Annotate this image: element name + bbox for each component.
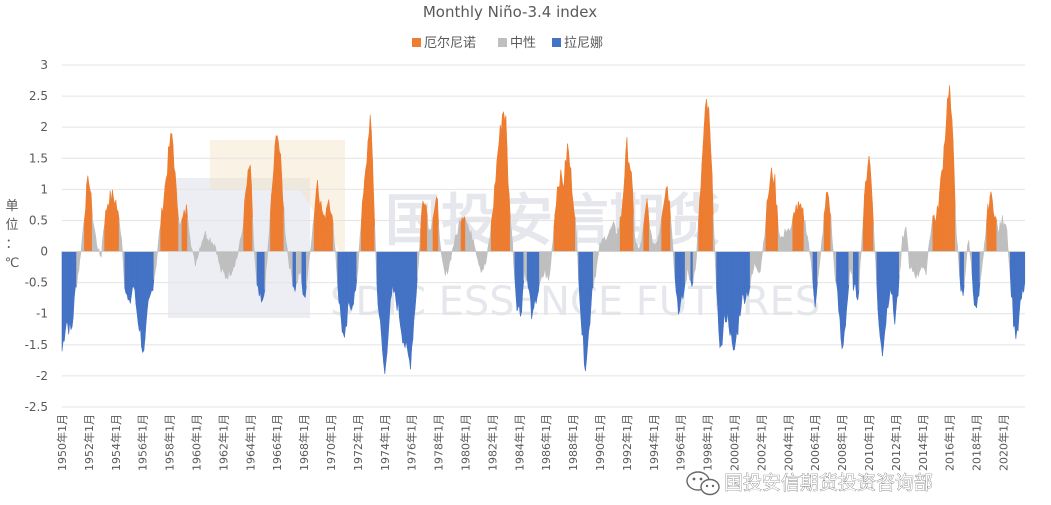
x-tick-19: 1988年1月 xyxy=(566,414,580,471)
x-tick-28: 2006年1月 xyxy=(808,414,822,471)
area-segment xyxy=(1023,251,1026,293)
x-tick-0: 1950年1月 xyxy=(55,414,69,471)
area-segment xyxy=(859,251,862,265)
x-tick-11: 1972年1月 xyxy=(351,414,365,471)
x-tick-10: 1970年1月 xyxy=(324,414,338,471)
y-tick-2: 2 xyxy=(40,120,48,134)
legend-label-1: 中性 xyxy=(510,36,536,51)
area-segment xyxy=(761,251,763,261)
x-tick-31: 2012年1月 xyxy=(889,414,903,471)
x-tick-5: 1960年1月 xyxy=(190,414,204,471)
y-label-char-1: 位 xyxy=(5,218,18,233)
x-tick-1: 1952年1月 xyxy=(82,414,96,471)
x-tick-22: 1994年1月 xyxy=(647,414,661,471)
legend-swatch-1 xyxy=(498,38,507,47)
y-tick-1: 2.5 xyxy=(29,89,48,103)
x-tick-14: 1978年1月 xyxy=(432,414,446,471)
wechat-icon xyxy=(686,471,720,496)
y-tick-labels: 3 2.5 2 1.5 1 0.5 0 -0.5 -1 -1.5 -2 -2.5 xyxy=(25,58,48,414)
x-tick-6: 1962年1月 xyxy=(216,414,230,471)
x-tick-7: 1964年1月 xyxy=(243,414,257,471)
x-tick-21: 1992年1月 xyxy=(620,414,634,471)
x-tick-labels: 1950年1月 1952年1月 1954年1月 1956年1月 1958年1月 1960年… xyxy=(55,414,1011,471)
watermark-logo-shape xyxy=(210,140,345,260)
y-gridlines xyxy=(62,64,1025,408)
legend-swatch-0 xyxy=(412,38,421,47)
y-label-char-3: ℃ xyxy=(5,256,20,271)
y-tick-5: 0.5 xyxy=(29,213,48,227)
x-tick-30: 2010年1月 xyxy=(862,414,876,471)
credit-text: 国投安信期货投资咨询部 xyxy=(724,472,933,494)
x-tick-26: 2002年1月 xyxy=(754,414,768,471)
area-segment xyxy=(357,251,360,271)
x-tick-15: 1980年1月 xyxy=(459,414,473,471)
y-tick-8: -1 xyxy=(36,307,48,321)
y-axis-label: 单位 ： ℃ xyxy=(5,199,20,271)
x-tick-18: 1986年1月 xyxy=(539,414,553,471)
y-tick-7: -0.5 xyxy=(25,276,48,290)
y-tick-0: 3 xyxy=(40,58,48,72)
x-tick-2: 1954年1月 xyxy=(109,414,123,471)
area-segment xyxy=(819,251,822,264)
legend: 厄尔尼诺 中性 拉尼娜 xyxy=(412,36,603,51)
legend-label-2: 拉尼娜 xyxy=(564,36,603,51)
x-tick-33: 2016年1月 xyxy=(943,414,957,471)
x-tick-16: 1982年1月 xyxy=(485,414,499,471)
area-segment xyxy=(1006,229,1009,252)
x-tick-35: 2020年1月 xyxy=(997,414,1011,471)
chart-title: Monthly Niño-3.4 index xyxy=(423,3,597,21)
area-segment xyxy=(79,251,82,259)
y-tick-11: -2.5 xyxy=(25,400,48,414)
x-tick-32: 2014年1月 xyxy=(916,414,930,471)
x-tick-9: 1968年1月 xyxy=(297,414,311,471)
y-label-char-0: 单 xyxy=(5,199,18,214)
x-tick-4: 1958年1月 xyxy=(163,414,177,471)
credit: 国投安信期货投资咨询部 xyxy=(686,471,933,496)
y-label-char-2: ： xyxy=(5,237,18,252)
x-tick-29: 2008年1月 xyxy=(835,414,849,471)
x-tick-24: 1998年1月 xyxy=(701,414,715,471)
x-tick-13: 1976年1月 xyxy=(405,414,419,471)
area-segment xyxy=(900,250,902,267)
x-tick-25: 2000年1月 xyxy=(728,414,742,471)
y-tick-4: 1 xyxy=(40,182,48,196)
legend-label-0: 厄尔尼诺 xyxy=(424,36,476,51)
x-tick-34: 2018年1月 xyxy=(970,414,984,471)
y-tick-9: -1.5 xyxy=(25,338,48,352)
area-segment xyxy=(450,250,453,260)
area-segment xyxy=(906,238,909,252)
area-segment xyxy=(597,251,600,258)
x-tick-17: 1984年1月 xyxy=(512,414,526,471)
x-tick-12: 1974年1月 xyxy=(378,414,392,471)
x-tick-27: 2004年1月 xyxy=(781,414,795,471)
area-segment xyxy=(831,237,834,252)
x-tick-23: 1996年1月 xyxy=(674,414,688,471)
y-tick-3: 1.5 xyxy=(29,151,48,165)
y-tick-10: -2 xyxy=(36,369,48,383)
area-segment xyxy=(121,238,123,252)
x-tick-8: 1966年1月 xyxy=(270,414,284,471)
legend-swatch-2 xyxy=(552,38,561,47)
y-tick-6: 0 xyxy=(40,245,48,259)
x-tick-3: 1956年1月 xyxy=(136,414,150,471)
area-segment xyxy=(550,250,553,265)
x-tick-20: 1990年1月 xyxy=(593,414,607,471)
